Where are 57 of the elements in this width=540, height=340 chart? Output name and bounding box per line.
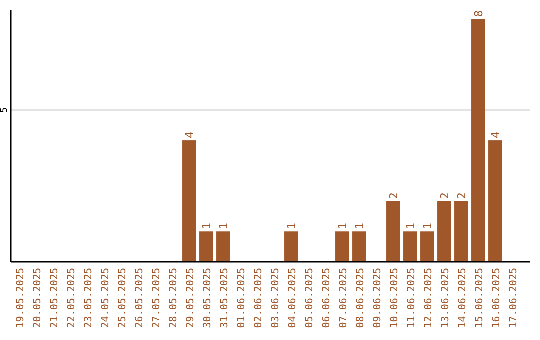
x-tick-label: 09.06.2025 (372, 268, 384, 328)
data-label: 1 (404, 223, 418, 230)
data-label: 8 (472, 10, 486, 18)
data-label: 1 (200, 223, 214, 230)
data-label: 1 (218, 223, 230, 230)
bar (420, 232, 434, 262)
x-tick-label: 06.06.2025 (322, 268, 332, 328)
bar (216, 232, 230, 262)
bar (336, 232, 350, 262)
x-tick-label: 29.05.2025 (186, 268, 196, 328)
x-tick-label: 10.06.2025 (390, 268, 400, 328)
x-tick-label: 01.06.2025 (236, 268, 248, 328)
x-tick-label: 02.06.2025 (254, 268, 264, 328)
bar (200, 232, 214, 262)
x-tick-label: 11.06.2025 (406, 268, 418, 328)
bar (454, 201, 468, 262)
x-tick-label: 14.06.2025 (458, 268, 468, 328)
bar (472, 19, 486, 262)
x-tick-label: 20.05.2025 (32, 268, 44, 328)
x-tick-label: 04.06.2025 (288, 268, 298, 328)
bar (386, 201, 400, 262)
x-tick-label: 27.05.2025 (152, 268, 162, 328)
x-tick-label: 23.05.2025 (84, 268, 94, 328)
bar (438, 201, 452, 262)
x-tick-label: 13.06.2025 (440, 268, 452, 328)
x-tick-label: 21.05.2025 (50, 268, 60, 328)
x-tick-label: 08.06.2025 (356, 268, 366, 328)
x-tick-label: 07.06.2025 (338, 268, 350, 328)
x-tick-label: 30.05.2025 (202, 268, 214, 328)
y-tick-label: 5 (0, 107, 10, 113)
x-tick-label: 12.06.2025 (424, 268, 434, 328)
data-label: 2 (388, 192, 400, 200)
x-tick-label: 22.05.2025 (66, 268, 78, 328)
x-tick-label: 24.05.2025 (100, 268, 112, 328)
x-tick-label: 28.05.2025 (168, 268, 180, 328)
x-tick-label: 25.05.2025 (118, 268, 128, 328)
data-label: 4 (490, 132, 502, 139)
data-label: 1 (286, 223, 298, 230)
x-tick-label: 31.05.2025 (220, 268, 230, 328)
data-label: 2 (438, 192, 452, 200)
x-tick-label: 16.06.2025 (492, 268, 502, 328)
x-tick-label: 03.06.2025 (270, 268, 282, 328)
data-label: 2 (456, 192, 468, 200)
data-label: 1 (354, 223, 366, 230)
data-label: 1 (336, 223, 350, 230)
x-tick-label: 26.05.2025 (134, 268, 146, 328)
bar (488, 140, 502, 262)
data-label: 4 (184, 132, 196, 139)
bar (404, 232, 418, 262)
data-label: 1 (422, 223, 434, 230)
bar (352, 232, 366, 262)
x-tick-label: 15.06.2025 (474, 268, 486, 328)
bar (284, 232, 298, 262)
x-tick-label: 19.05.2025 (16, 268, 26, 328)
bar (182, 140, 196, 262)
x-tick-label: 17.06.2025 (508, 268, 520, 328)
x-tick-label: 05.06.2025 (304, 268, 316, 328)
